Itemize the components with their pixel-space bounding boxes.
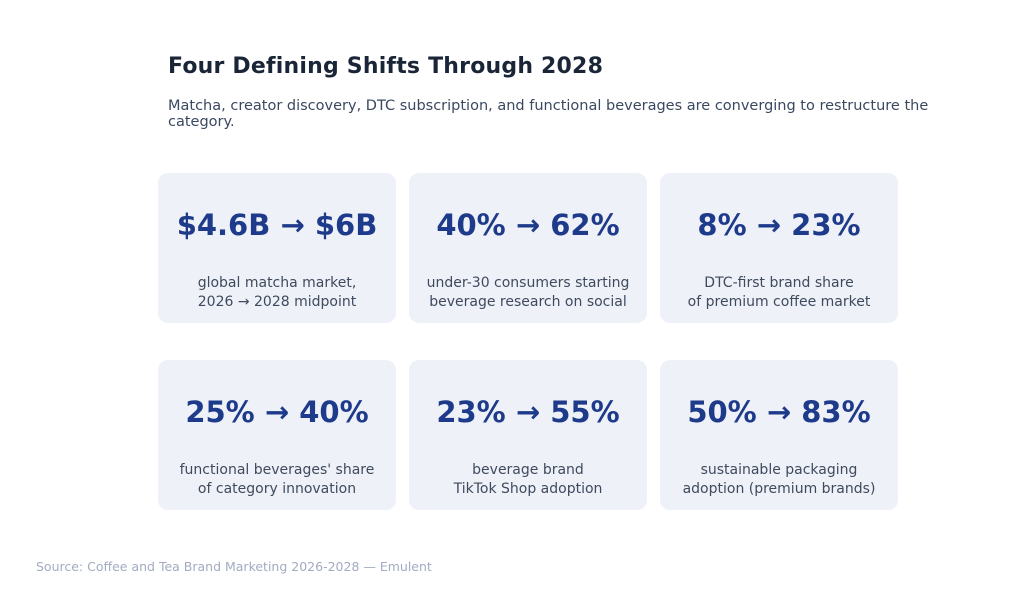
- stat-description-line: DTC-first brand share: [704, 275, 854, 291]
- stat-description-line: sustainable packaging: [700, 462, 858, 478]
- stat-description-line: beverage brand: [472, 462, 584, 478]
- stat-value: 25% → 40%: [185, 395, 369, 429]
- stat-card-social-research: 40% → 62% under-30 consumers starting be…: [409, 173, 647, 323]
- stat-description: global matcha market, 2026 → 2028 midpoi…: [198, 274, 357, 312]
- stat-description-line: under-30 consumers starting: [426, 275, 630, 291]
- stat-card-dtc-share: 8% → 23% DTC-first brand share of premiu…: [660, 173, 898, 323]
- stat-description: functional beverages' share of category …: [180, 461, 375, 499]
- stat-value: 23% → 55%: [436, 395, 620, 429]
- stat-card-grid: $4.6B → $6B global matcha market, 2026 →…: [158, 173, 898, 510]
- stat-description-line: 2026 → 2028 midpoint: [197, 293, 357, 310]
- stat-description: DTC-first brand share of premium coffee …: [688, 274, 871, 312]
- stat-description: under-30 consumers starting beverage res…: [427, 274, 630, 312]
- stat-description-line: TikTok Shop adoption: [453, 480, 603, 497]
- header: Four Defining Shifts Through 2028 Matcha…: [168, 54, 998, 130]
- stat-description: sustainable packaging adoption (premium …: [683, 461, 876, 499]
- source-attribution: Source: Coffee and Tea Brand Marketing 2…: [36, 559, 432, 574]
- stat-value: 50% → 83%: [687, 395, 871, 429]
- stat-description-line: of category innovation: [197, 480, 357, 497]
- stat-value: 8% → 23%: [697, 208, 861, 242]
- stat-value: $4.6B → $6B: [176, 208, 378, 242]
- stat-description: beverage brand TikTok Shop adoption: [454, 461, 603, 499]
- stat-card-functional-beverages: 25% → 40% functional beverages' share of…: [158, 360, 396, 510]
- stat-value: 40% → 62%: [436, 208, 620, 242]
- page-title: Four Defining Shifts Through 2028: [168, 54, 604, 79]
- stat-description-line: global matcha market,: [197, 275, 357, 291]
- page-subtitle: Matcha, creator discovery, DTC subscript…: [168, 98, 929, 130]
- stat-description-line: of premium coffee market: [687, 293, 871, 310]
- stat-card-sustainable-packaging: 50% → 83% sustainable packaging adoption…: [660, 360, 898, 510]
- stat-description-line: beverage research on social: [429, 293, 627, 310]
- stat-card-matcha-market: $4.6B → $6B global matcha market, 2026 →…: [158, 173, 396, 323]
- stat-description-line: functional beverages' share: [179, 462, 375, 478]
- stat-card-tiktok-shop: 23% → 55% beverage brand TikTok Shop ado…: [409, 360, 647, 510]
- stat-description-line: adoption (premium brands): [682, 480, 876, 497]
